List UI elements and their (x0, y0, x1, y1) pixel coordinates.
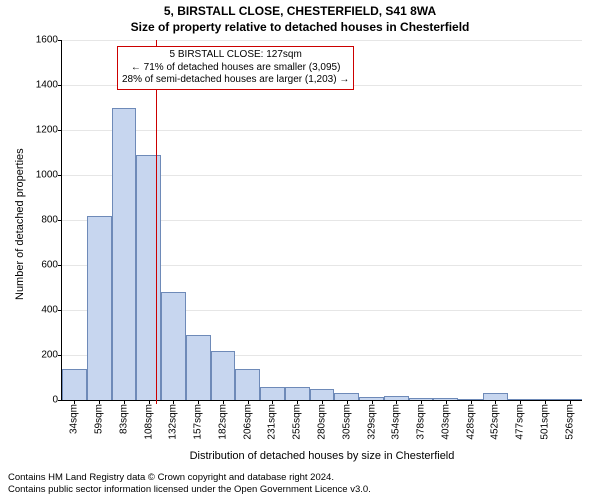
x-tick-mark (520, 400, 521, 404)
x-tick-label: 477sqm (515, 404, 526, 440)
x-tick-label: 108sqm (143, 404, 154, 440)
x-tick-label: 182sqm (217, 404, 228, 440)
x-tick-mark (223, 400, 224, 404)
bar (483, 393, 508, 400)
marker-callout: 5 BIRSTALL CLOSE: 127sqm ← 71% of detach… (117, 46, 354, 90)
y-tick-label: 200 (41, 350, 58, 361)
y-tick-label: 1600 (36, 35, 58, 46)
bar (310, 389, 335, 400)
x-tick-label: 354sqm (391, 404, 402, 440)
x-tick-label: 231sqm (267, 404, 278, 440)
title-line-2: Size of property relative to detached ho… (0, 20, 600, 34)
x-tick-mark (495, 400, 496, 404)
x-tick-mark (446, 400, 447, 404)
y-tick-mark (58, 130, 62, 131)
x-tick-mark (396, 400, 397, 404)
x-tick-label: 501sqm (539, 404, 550, 440)
x-tick-mark (149, 400, 150, 404)
y-tick-label: 1000 (36, 170, 58, 181)
x-tick-mark (421, 400, 422, 404)
x-tick-label: 83sqm (118, 404, 129, 434)
gridline (62, 130, 582, 131)
x-tick-mark (198, 400, 199, 404)
x-tick-mark (272, 400, 273, 404)
x-tick-mark (173, 400, 174, 404)
x-tick-mark (372, 400, 373, 404)
x-tick-mark (322, 400, 323, 404)
x-tick-mark (570, 400, 571, 404)
bar (260, 387, 285, 401)
plot-area (62, 40, 582, 400)
x-tick-label: 255sqm (292, 404, 303, 440)
bar (211, 351, 236, 401)
y-axis: 02004006008001000120014001600 (30, 40, 62, 400)
x-axis: 34sqm 59sqm 83sqm 108sqm 132sqm 157sqm 182sqm 2… (62, 400, 582, 450)
x-tick-mark (545, 400, 546, 404)
x-tick-label: 329sqm (366, 404, 377, 440)
bar (87, 216, 112, 401)
x-tick-mark (248, 400, 249, 404)
x-tick-label: 59sqm (94, 404, 105, 434)
y-tick-label: 1400 (36, 80, 58, 91)
x-tick-label: 132sqm (168, 404, 179, 440)
y-tick-mark (58, 175, 62, 176)
y-tick-label: 800 (41, 215, 58, 226)
y-tick-label: 1200 (36, 125, 58, 136)
x-tick-mark (74, 400, 75, 404)
x-tick-label: 403sqm (440, 404, 451, 440)
x-tick-mark (347, 400, 348, 404)
x-tick-mark (99, 400, 100, 404)
callout-line-3: 28% of semi-detached houses are larger (… (122, 74, 349, 87)
x-tick-label: 378sqm (416, 404, 427, 440)
x-tick-label: 428sqm (465, 404, 476, 440)
figure-root: 5, BIRSTALL CLOSE, CHESTERFIELD, S41 8WA… (0, 0, 600, 500)
bar (186, 335, 211, 400)
y-axis-label: Number of detached properties (14, 148, 26, 300)
y-tick-mark (58, 355, 62, 356)
y-tick-mark (58, 85, 62, 86)
callout-line-2: ← 71% of detached houses are smaller (3,… (122, 62, 349, 75)
bar (285, 387, 310, 401)
footer: Contains HM Land Registry data © Crown c… (8, 472, 592, 496)
x-tick-label: 526sqm (564, 404, 575, 440)
footer-line-2: Contains public sector information licen… (8, 484, 592, 496)
x-tick-label: 280sqm (317, 404, 328, 440)
marker-line (156, 40, 157, 404)
x-tick-mark (297, 400, 298, 404)
x-tick-label: 452sqm (490, 404, 501, 440)
gridline (62, 40, 582, 41)
bar (235, 369, 260, 401)
bar (62, 369, 87, 401)
bar (112, 108, 137, 401)
x-tick-mark (471, 400, 472, 404)
y-tick-mark (58, 310, 62, 311)
x-tick-label: 206sqm (242, 404, 253, 440)
bar (136, 155, 161, 400)
footer-line-1: Contains HM Land Registry data © Crown c… (8, 472, 592, 484)
bar (334, 393, 359, 400)
x-axis-label: Distribution of detached houses by size … (62, 450, 582, 462)
x-tick-label: 157sqm (193, 404, 204, 440)
callout-line-1: 5 BIRSTALL CLOSE: 127sqm (122, 49, 349, 62)
y-tick-mark (58, 40, 62, 41)
y-tick-mark (58, 265, 62, 266)
x-tick-mark (124, 400, 125, 404)
x-tick-label: 34sqm (69, 404, 80, 434)
x-tick-label: 305sqm (341, 404, 352, 440)
bar (161, 292, 186, 400)
y-tick-label: 400 (41, 305, 58, 316)
y-tick-mark (58, 220, 62, 221)
title-line-1: 5, BIRSTALL CLOSE, CHESTERFIELD, S41 8WA (0, 4, 600, 18)
y-tick-label: 600 (41, 260, 58, 271)
